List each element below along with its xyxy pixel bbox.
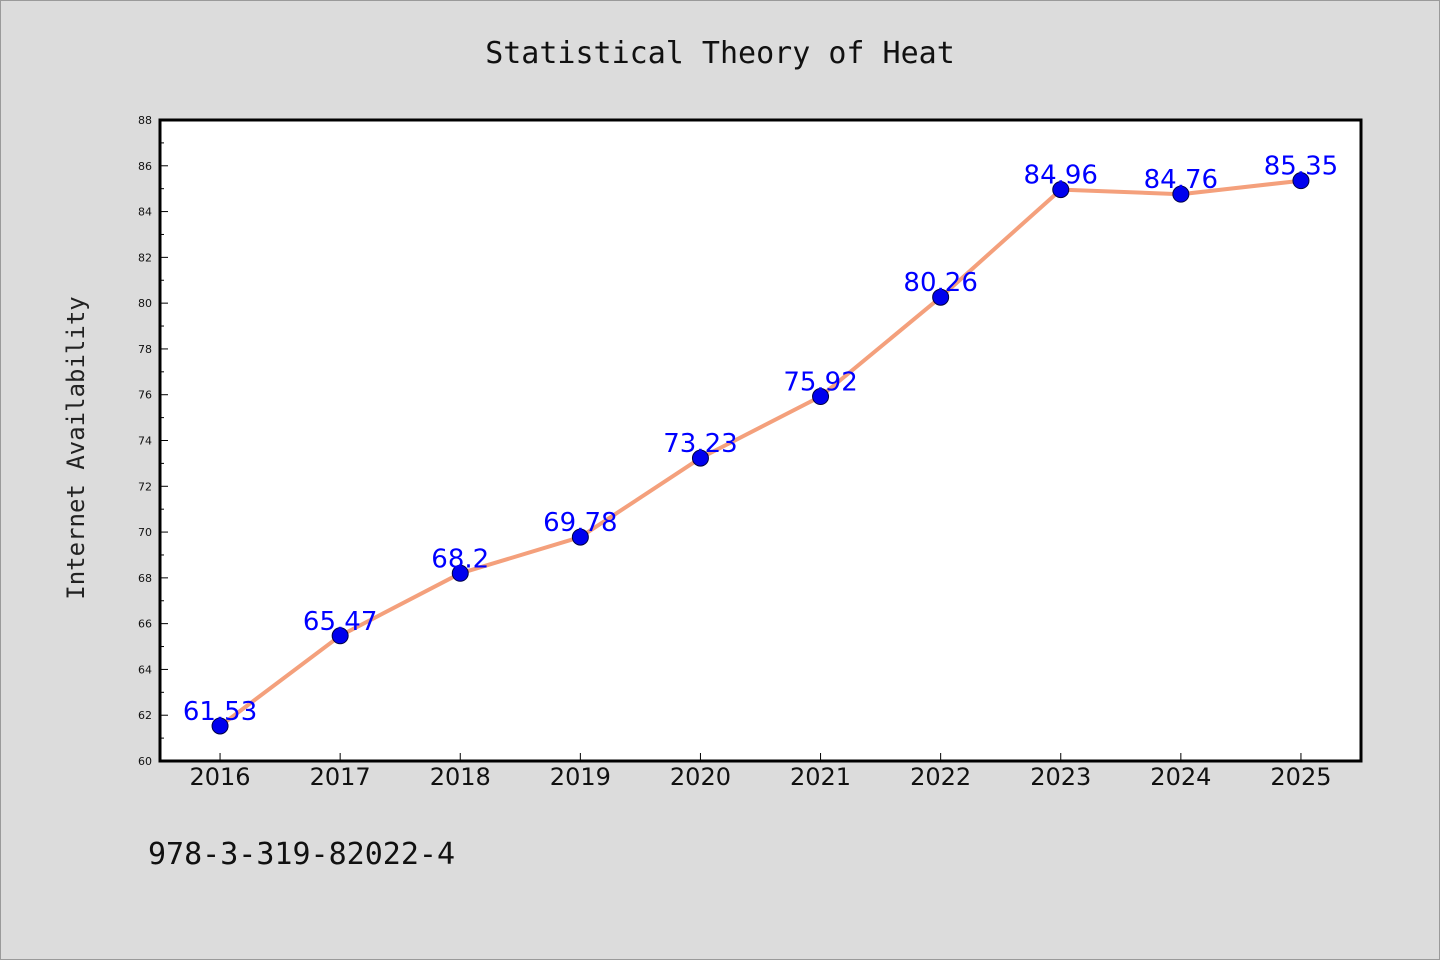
data-point	[812, 388, 830, 406]
x-tick-label: 2016	[190, 763, 251, 791]
data-label: 84.96	[1024, 161, 1098, 191]
data-point	[1292, 172, 1310, 190]
y-axis-label: Internet Availability	[62, 296, 90, 599]
x-tick-label: 2020	[670, 763, 731, 791]
data-point	[932, 288, 950, 306]
chart-title: Statistical Theory of Heat	[485, 36, 955, 71]
plot-border	[158, 118, 1363, 763]
data-label: 80.26	[903, 268, 977, 298]
y-tick-label: 60	[138, 755, 152, 768]
data-labels: 61.53 65.47 68.2 69.78 73.23 75.92 80.26 84.96 8…	[183, 152, 1338, 727]
data-label: 85.35	[1264, 152, 1338, 182]
data-label: 69.78	[543, 508, 617, 538]
data-label: 65.47	[303, 607, 377, 637]
y-tick-label: 84	[138, 206, 152, 219]
data-point	[691, 449, 709, 467]
x-tick-label: 2018	[430, 763, 491, 791]
y-tick-label: 70	[138, 526, 152, 539]
plot-area	[160, 120, 1361, 761]
y-tick-label: 68	[138, 572, 152, 585]
x-tick-label: 2022	[910, 763, 971, 791]
x-tick-label: 2021	[790, 763, 851, 791]
data-point	[571, 528, 589, 546]
y-tick-label: 76	[138, 389, 152, 402]
data-point	[331, 627, 349, 645]
y-tick-label: 62	[138, 709, 152, 722]
y-tick-label: 74	[138, 435, 152, 448]
series-line	[218, 178, 1302, 728]
isbn-footer: 978-3-319-82022-4	[148, 837, 455, 872]
data-point	[211, 717, 229, 735]
data-point	[451, 564, 469, 582]
data-label: 61.53	[183, 697, 257, 727]
x-tick-label: 2019	[550, 763, 611, 791]
x-tick-label: 2017	[310, 763, 371, 791]
x-tick-label: 2024	[1150, 763, 1211, 791]
y-tick-label: 88	[138, 114, 152, 127]
y-tick-label: 86	[138, 160, 152, 173]
x-axis: 2016 2017 2018 2019 2020 2021 2022 2023 2024 2025	[190, 753, 1331, 791]
data-label: 73.23	[663, 429, 737, 459]
y-tick-label: 72	[138, 480, 152, 493]
y-tick-label: 80	[138, 297, 152, 310]
data-point	[1052, 181, 1070, 199]
y-tick-label: 82	[138, 251, 152, 264]
data-markers	[211, 172, 1310, 735]
x-tick-label: 2025	[1270, 763, 1331, 791]
y-tick-label: 78	[138, 343, 152, 356]
y-tick-label: 64	[138, 663, 152, 676]
data-point	[1172, 185, 1190, 203]
data-label: 68.2	[431, 544, 489, 574]
x-tick-label: 2023	[1030, 763, 1091, 791]
data-label: 75.92	[783, 368, 857, 398]
y-tick-label: 66	[138, 618, 152, 631]
data-label: 84.76	[1144, 165, 1218, 195]
